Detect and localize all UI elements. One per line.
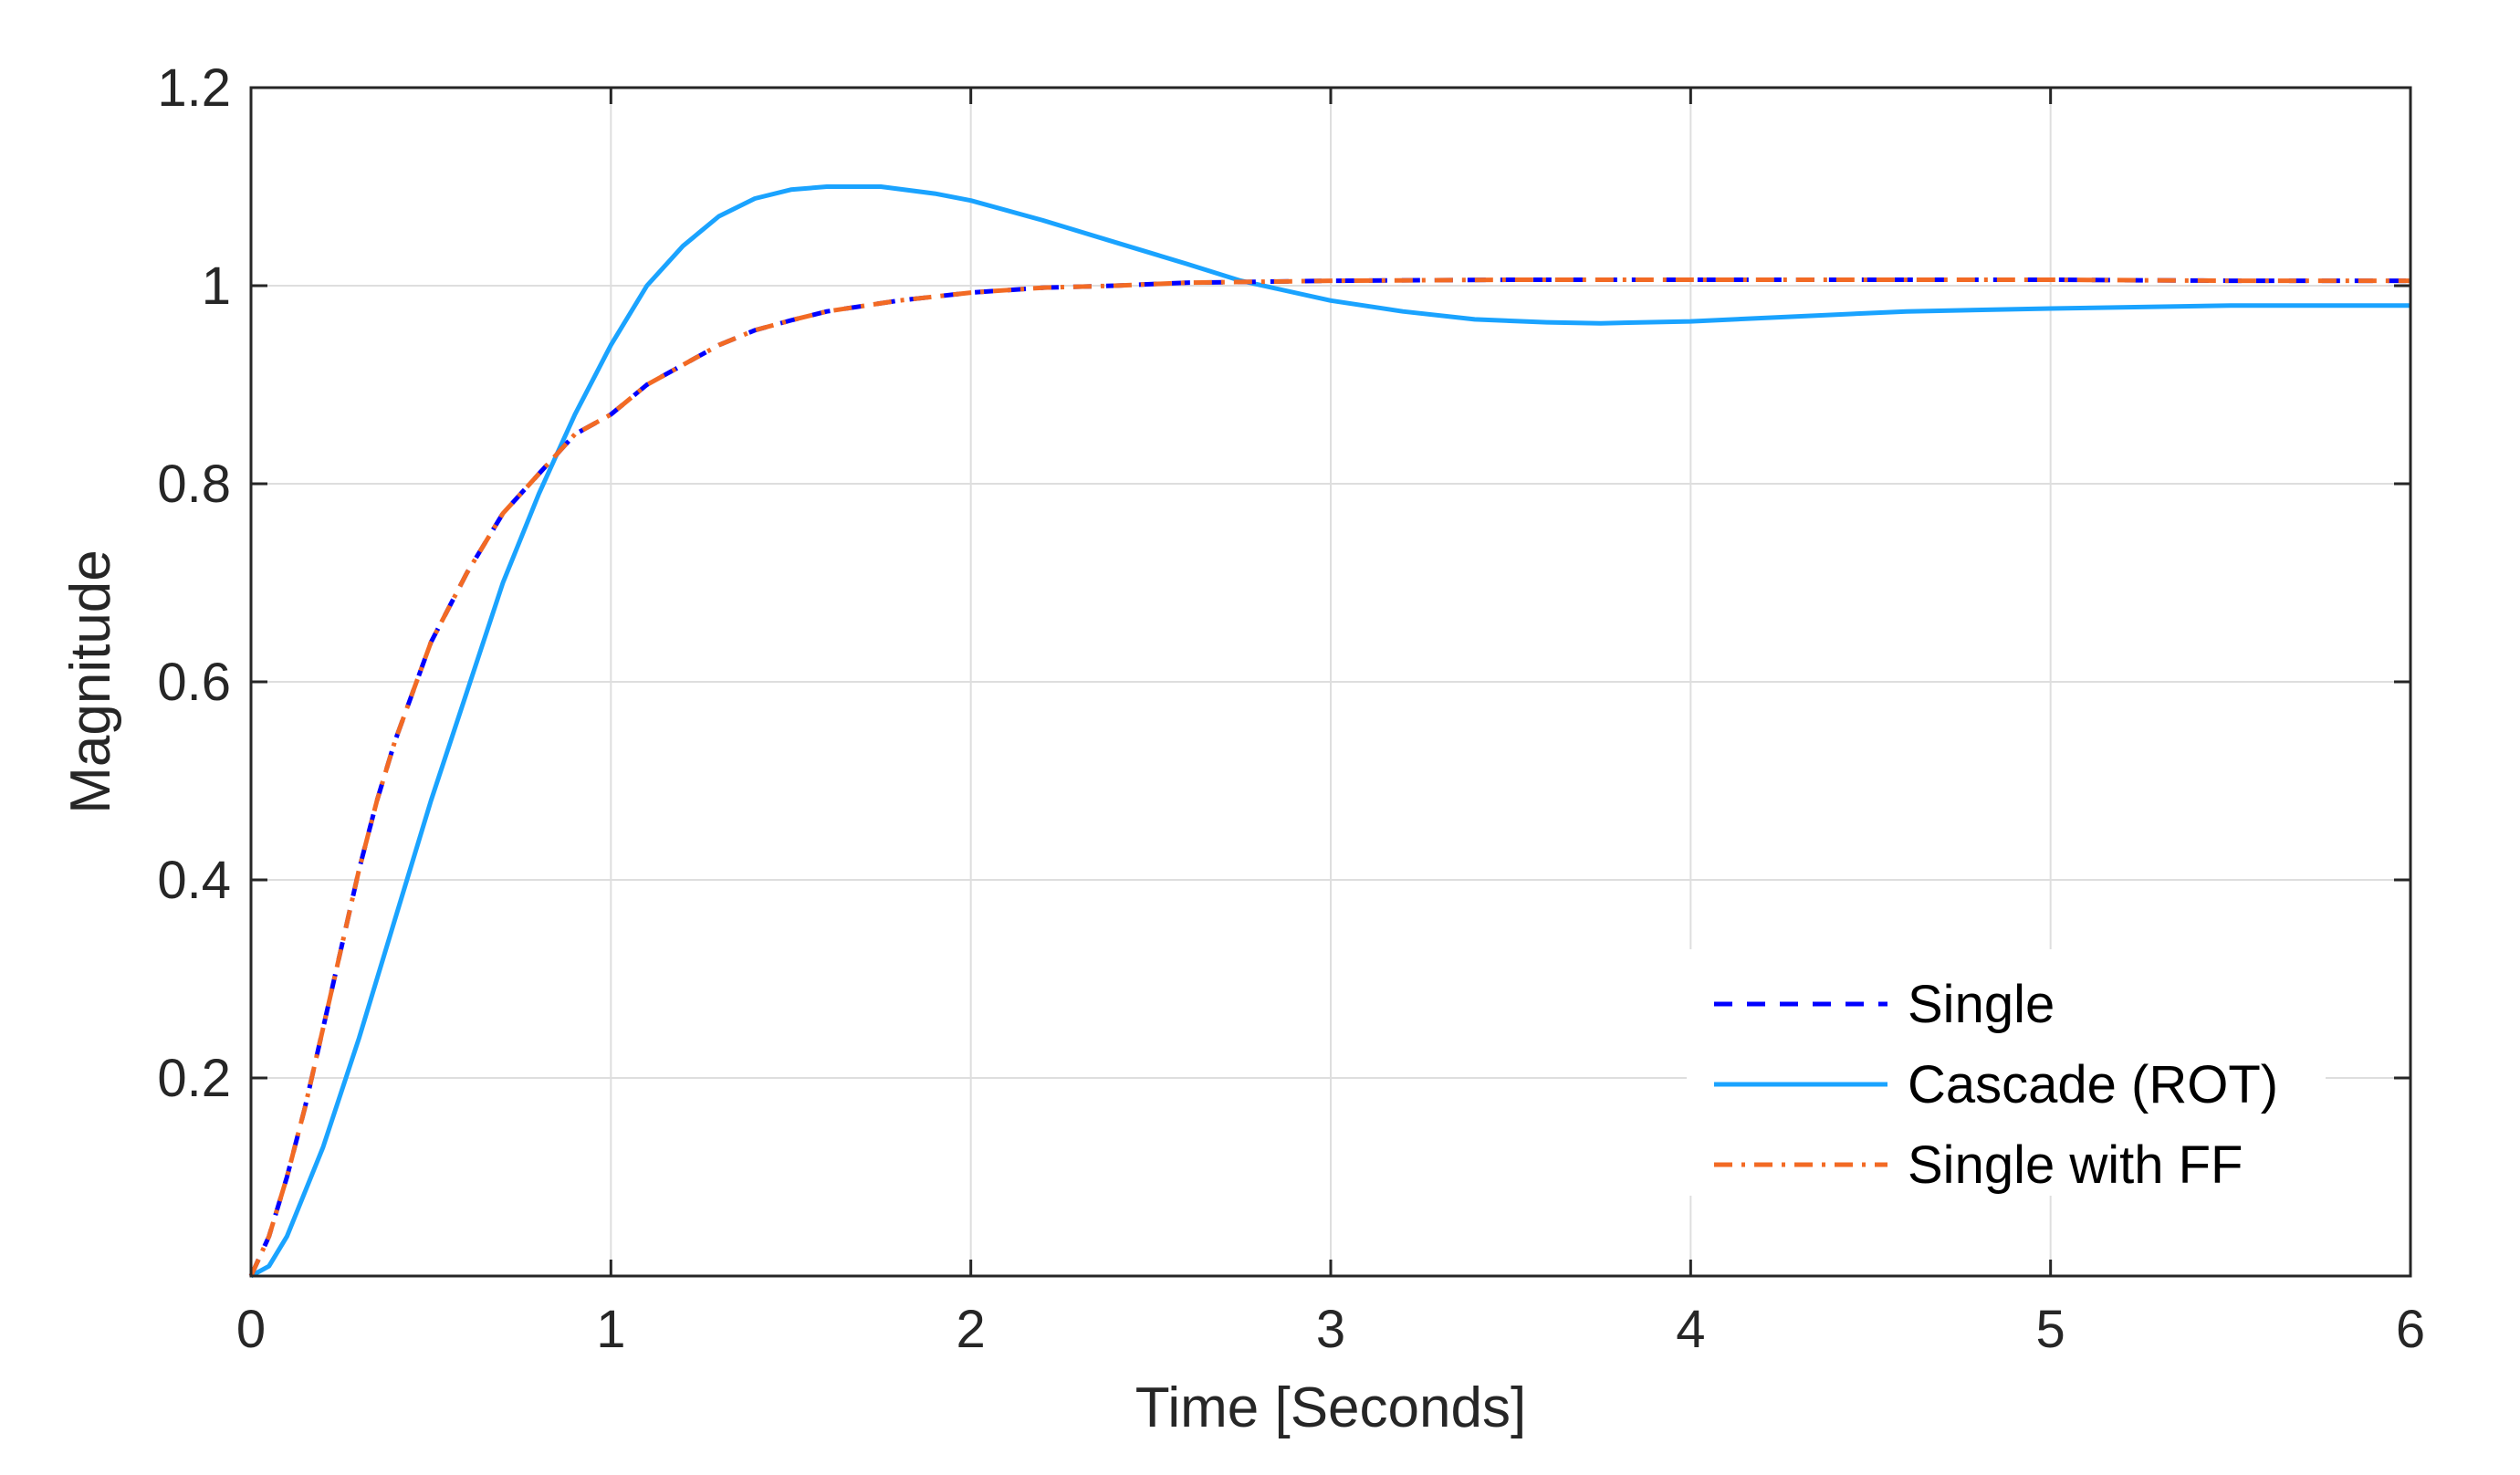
x-tick-label: 5 bbox=[2036, 1300, 2065, 1359]
axis-ticks bbox=[249, 86, 2412, 1276]
y-tick-label: 1 bbox=[202, 256, 231, 316]
legend-label: Cascade (ROT) bbox=[1908, 1055, 2278, 1114]
y-tick-label: 0.6 bbox=[157, 653, 231, 712]
x-tick-label: 3 bbox=[1316, 1300, 1345, 1359]
y-tick-label: 0.2 bbox=[157, 1049, 231, 1108]
series-layer bbox=[248, 184, 2410, 1279]
y-tick-label: 0.8 bbox=[157, 455, 231, 514]
x-tick-label: 4 bbox=[1676, 1300, 1705, 1359]
x-tick-label: 1 bbox=[596, 1300, 625, 1359]
legend-box bbox=[1687, 949, 2326, 1196]
legend-label: Single with FF bbox=[1908, 1135, 2243, 1195]
tick-labels: 0 1 2 3 4 5 6 0.2 0.4 0.6 0.8 1 1.2 bbox=[157, 58, 2425, 1359]
x-tick-label: 6 bbox=[2396, 1300, 2425, 1359]
x-axis-title: Time [Seconds] bbox=[1135, 1376, 1526, 1439]
y-tick-label: 1.2 bbox=[157, 58, 231, 118]
x-tick-label: 2 bbox=[957, 1300, 986, 1359]
legend-label: Single bbox=[1908, 975, 2055, 1034]
x-tick-label: 0 bbox=[236, 1300, 266, 1359]
series-line-1 bbox=[249, 184, 2410, 1279]
grid bbox=[251, 88, 2410, 1276]
y-axis-title: Magnitude bbox=[59, 549, 122, 814]
legend: Single Cascade (ROT) Single with FF bbox=[1687, 949, 2326, 1196]
y-tick-label: 0.4 bbox=[157, 851, 231, 910]
